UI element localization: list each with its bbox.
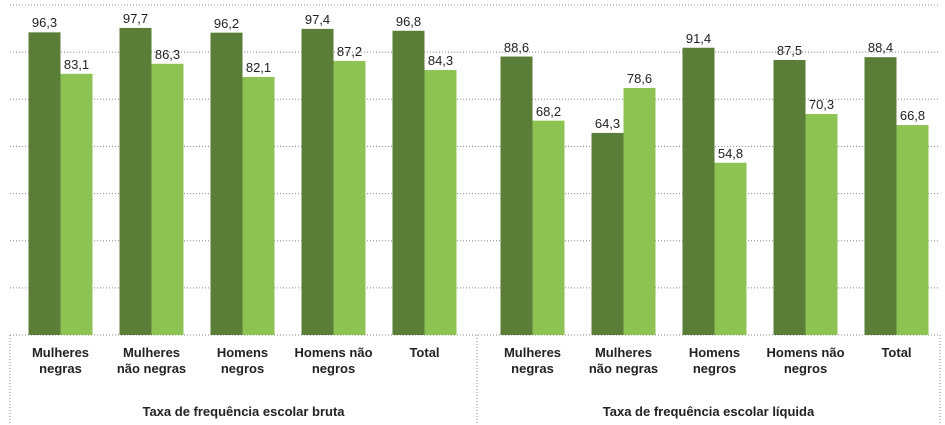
bar [532, 120, 565, 336]
bar [500, 56, 533, 336]
x-tick-label: Homens não negros [766, 345, 845, 376]
bar [210, 32, 243, 336]
bar [28, 32, 61, 335]
bar [242, 76, 275, 335]
group-label: Taxa de frequência escolar bruta [142, 404, 345, 419]
bar [424, 70, 457, 336]
data-label: 96,8 [395, 13, 422, 29]
x-tick-label: Mulheres negras [31, 345, 90, 376]
bar [623, 87, 656, 335]
x-tick-label: Total [409, 345, 440, 360]
x-tick-label: Mulheres não negras [588, 345, 659, 376]
bar [714, 162, 747, 335]
bar [805, 114, 838, 335]
data-label: 70,3 [808, 97, 835, 113]
bar [301, 28, 334, 336]
x-tick-label: Total [881, 345, 912, 360]
data-label: 96,3 [31, 15, 58, 31]
data-label: 96,2 [213, 15, 240, 31]
data-label: 84,3 [427, 53, 454, 69]
bar [896, 125, 929, 335]
data-label: 78,6 [626, 70, 653, 86]
data-label: 68,2 [535, 103, 562, 119]
data-label: 64,3 [594, 115, 621, 131]
data-label: 87,5 [776, 43, 803, 58]
x-tick-label: Mulheres negras [503, 345, 562, 376]
x-tick-label: Mulheres não negras [116, 345, 187, 376]
x-tick-label: Homens negros [216, 345, 269, 376]
bar [591, 132, 624, 335]
data-label: 86,3 [154, 46, 181, 62]
bar [151, 63, 184, 336]
bar [773, 60, 806, 335]
x-tick-label: Homens não negros [294, 345, 373, 376]
data-label: 97,4 [304, 11, 331, 27]
data-label: 66,8 [899, 108, 926, 124]
data-label: 54,8 [717, 145, 744, 161]
bar [392, 30, 425, 336]
bar [333, 60, 366, 335]
data-label: 88,6 [503, 39, 530, 55]
data-label: 87,2 [336, 43, 363, 59]
x-tick-label: Homens negros [688, 345, 741, 376]
group-label: Taxa de frequência escolar líquida [602, 404, 815, 419]
data-label: 97,7 [122, 10, 149, 26]
data-label: 83,1 [63, 56, 90, 72]
bar [60, 73, 93, 335]
data-label: 88,4 [867, 40, 894, 56]
bar [119, 27, 152, 335]
data-label: 91,4 [685, 30, 712, 46]
data-label: 82,1 [245, 59, 272, 75]
bar [864, 57, 897, 336]
bar [682, 47, 715, 335]
